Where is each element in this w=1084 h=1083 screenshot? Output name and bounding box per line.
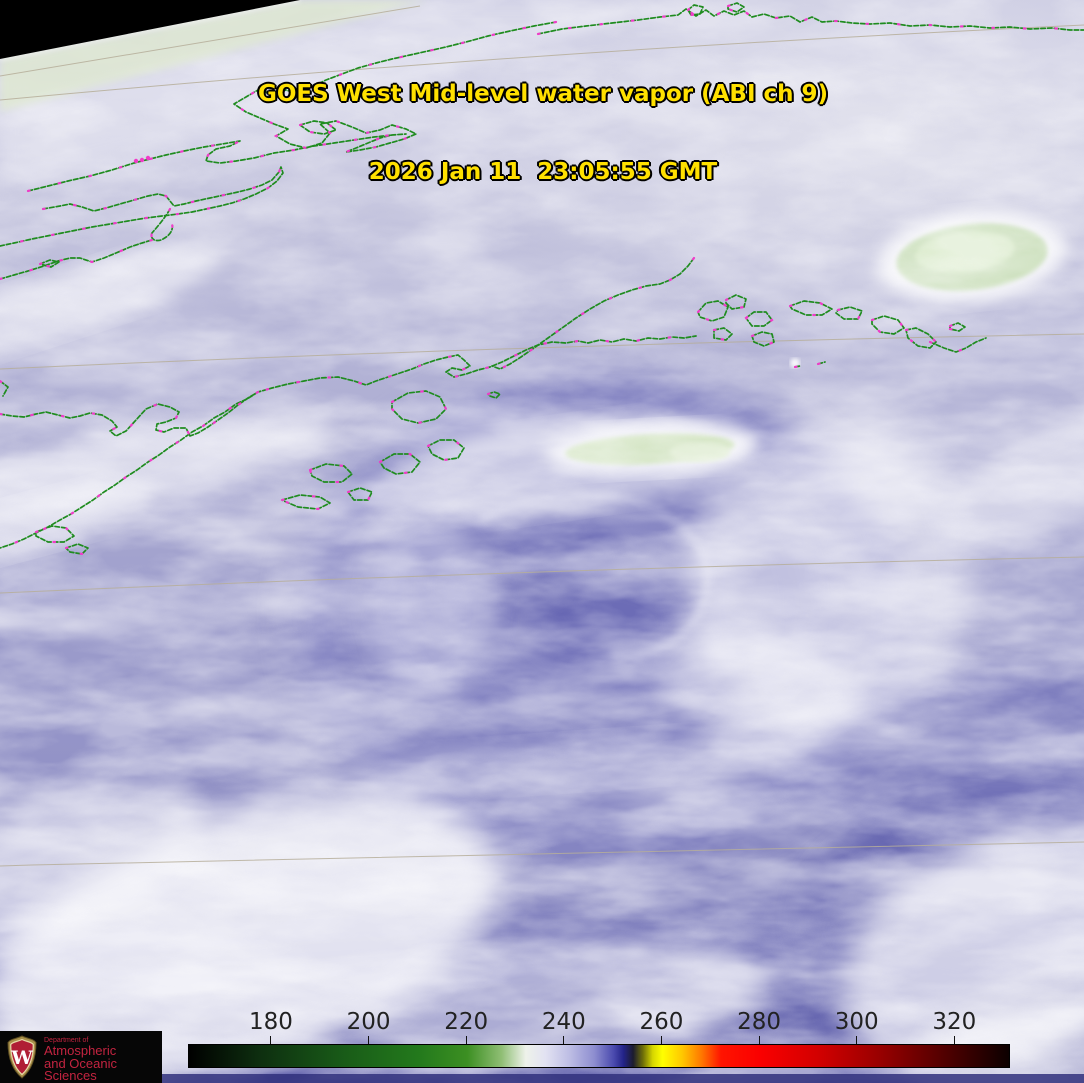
- title-timestamp: 2026 Jan 11 23:05:55 GMT: [368, 159, 718, 185]
- logo-text: Department of Atmospheric and Oceanic Sc…: [44, 1037, 162, 1083]
- institution-logo: W Department of Atmospheric and Oceanic …: [0, 1031, 162, 1083]
- uw-crest-icon: W: [7, 1035, 37, 1079]
- scan-edge: [0, 0, 700, 190]
- space-corner: [0, 0, 300, 59]
- bottom-dark-band: [0, 1074, 1084, 1083]
- crest-letter: W: [10, 1047, 33, 1069]
- logo-atmospheric: Atmospheric: [44, 1043, 117, 1058]
- logo-oceanic: and Oceanic Sciences: [44, 1055, 117, 1083]
- title-line1: GOES West Mid-level water vapor (ABI ch …: [257, 81, 829, 107]
- image-title: GOES West Mid-level water vapor (ABI ch …: [258, 29, 828, 211]
- coast-marker-cluster: [133, 155, 151, 164]
- logo-dept-of: Department of: [44, 1037, 89, 1044]
